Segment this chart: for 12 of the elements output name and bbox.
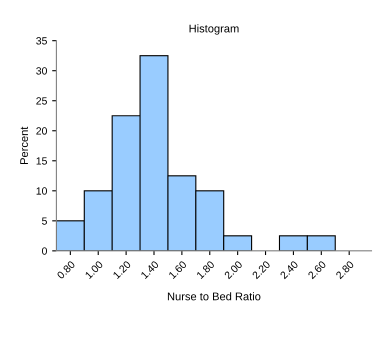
x-tick-label: 0.80 [56,260,76,280]
y-tick-label: 0 [42,247,47,255]
y-tick-label: 5 [42,217,47,225]
y-tick-label: 35 [36,37,47,45]
y-tick-label: 25 [36,97,47,105]
y-tick-label: 30 [36,67,47,75]
y-tick-label: 15 [36,157,47,165]
y-tick-label: 10 [36,187,47,195]
y-axis-title: Percent [20,126,28,164]
chart-title: Histogram [190,24,239,35]
y-tick-label: 20 [36,127,47,135]
x-axis-title: Nurse to Bed Ratio [168,292,260,300]
